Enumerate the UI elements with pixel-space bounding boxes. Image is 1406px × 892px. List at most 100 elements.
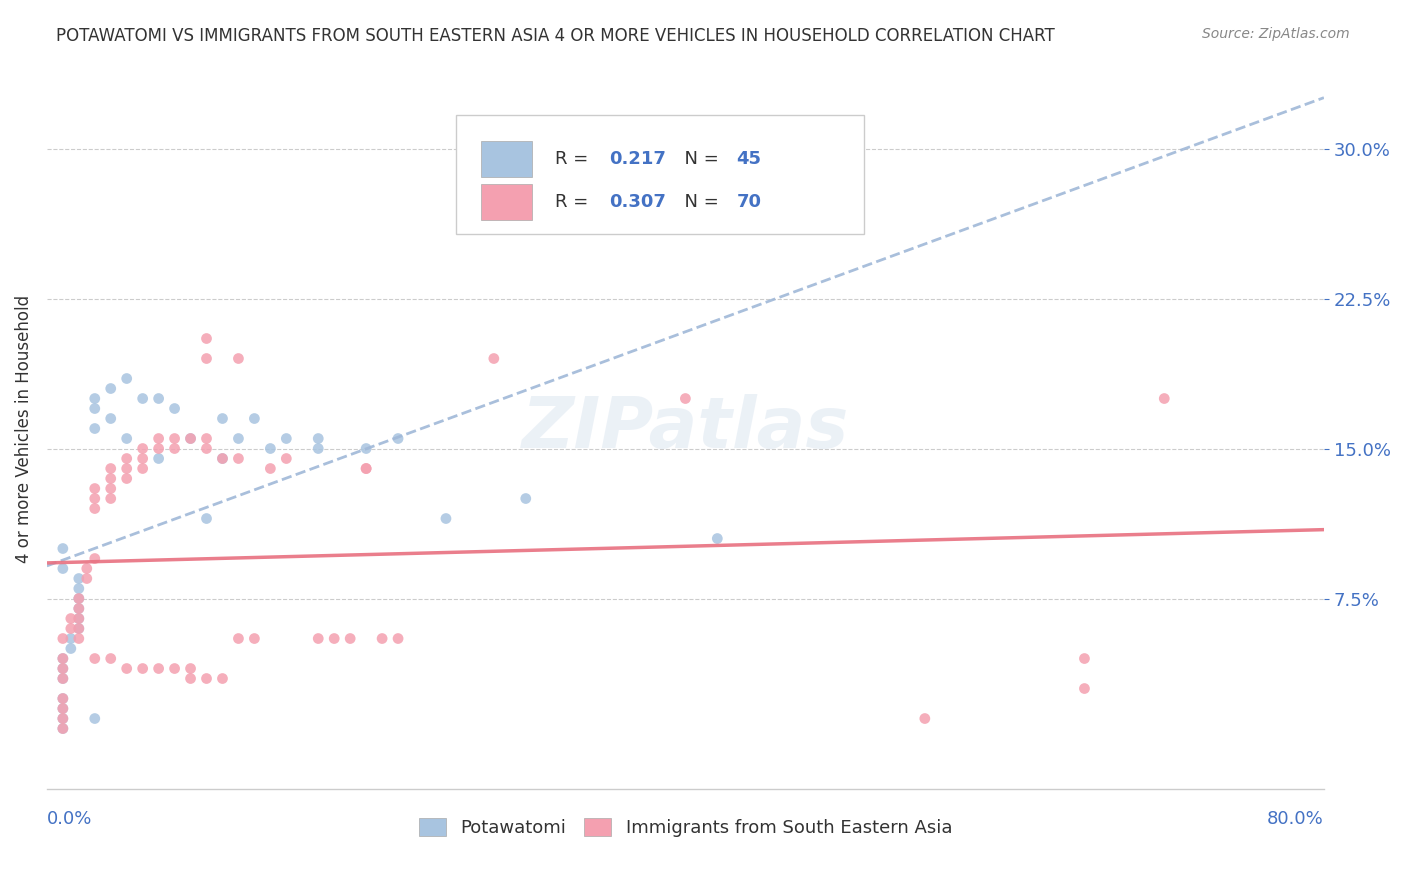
Point — [1073, 681, 1095, 696]
Text: Source: ZipAtlas.com: Source: ZipAtlas.com — [1202, 27, 1350, 41]
Point — [354, 461, 377, 475]
Point — [83, 501, 105, 516]
Point — [228, 632, 250, 646]
Point — [115, 471, 138, 485]
Point — [163, 661, 186, 675]
Point — [67, 591, 90, 606]
Text: R =: R = — [555, 193, 595, 211]
Point — [100, 461, 122, 475]
Text: 0.307: 0.307 — [609, 193, 665, 211]
Point — [195, 672, 218, 686]
Point — [131, 392, 153, 406]
Point — [52, 672, 75, 686]
Point — [100, 651, 122, 665]
Point — [276, 432, 298, 446]
Point — [387, 632, 409, 646]
Point — [515, 491, 537, 506]
Point — [276, 451, 298, 466]
Point — [148, 451, 170, 466]
Point — [115, 371, 138, 385]
Text: POTAWATOMI VS IMMIGRANTS FROM SOUTH EASTERN ASIA 4 OR MORE VEHICLES IN HOUSEHOLD: POTAWATOMI VS IMMIGRANTS FROM SOUTH EAST… — [56, 27, 1054, 45]
Point — [354, 461, 377, 475]
Point — [52, 701, 75, 715]
Point — [52, 661, 75, 675]
Point — [67, 582, 90, 596]
Point — [52, 712, 75, 726]
Point — [52, 632, 75, 646]
Point — [83, 491, 105, 506]
Text: N =: N = — [672, 193, 724, 211]
Point — [307, 432, 329, 446]
Point — [83, 482, 105, 496]
Point — [243, 411, 266, 425]
Point — [100, 482, 122, 496]
Point — [387, 432, 409, 446]
Point — [115, 451, 138, 466]
Point — [307, 632, 329, 646]
Point — [371, 632, 394, 646]
Point — [211, 672, 233, 686]
Point — [180, 432, 202, 446]
Point — [434, 511, 457, 525]
Point — [131, 461, 153, 475]
Legend: Potawatomi, Immigrants from South Eastern Asia: Potawatomi, Immigrants from South Easter… — [412, 811, 959, 845]
Point — [131, 661, 153, 675]
Point — [100, 411, 122, 425]
Point — [195, 332, 218, 346]
Point — [1153, 392, 1175, 406]
Point — [243, 632, 266, 646]
Text: R =: R = — [555, 150, 595, 168]
Point — [52, 541, 75, 556]
Point — [67, 611, 90, 625]
Point — [52, 672, 75, 686]
Point — [354, 442, 377, 456]
Point — [148, 442, 170, 456]
Point — [52, 722, 75, 736]
Point — [52, 651, 75, 665]
Text: 0.0%: 0.0% — [46, 810, 93, 828]
Point — [148, 392, 170, 406]
Point — [67, 601, 90, 615]
Point — [1073, 651, 1095, 665]
Point — [180, 432, 202, 446]
Point — [67, 632, 90, 646]
Point — [195, 432, 218, 446]
Point — [76, 572, 98, 586]
Point — [323, 632, 346, 646]
Point — [67, 572, 90, 586]
Point — [307, 442, 329, 456]
Point — [115, 461, 138, 475]
Point — [706, 532, 728, 546]
Point — [195, 442, 218, 456]
Point — [67, 601, 90, 615]
Point — [67, 591, 90, 606]
Point — [259, 442, 281, 456]
Point — [52, 661, 75, 675]
Point — [339, 632, 361, 646]
Point — [228, 451, 250, 466]
Point — [52, 691, 75, 706]
Point — [83, 401, 105, 416]
Point — [914, 712, 936, 726]
Point — [211, 411, 233, 425]
Point — [52, 691, 75, 706]
Point — [148, 432, 170, 446]
Point — [131, 451, 153, 466]
Point — [100, 382, 122, 396]
Point — [52, 561, 75, 575]
Point — [228, 351, 250, 366]
Point — [67, 622, 90, 636]
Point — [482, 211, 505, 226]
Text: 45: 45 — [737, 150, 762, 168]
Point — [52, 712, 75, 726]
Text: 80.0%: 80.0% — [1267, 810, 1324, 828]
Point — [673, 392, 696, 406]
Text: 0.217: 0.217 — [609, 150, 665, 168]
Point — [59, 611, 82, 625]
Point — [163, 442, 186, 456]
Point — [59, 641, 82, 656]
FancyBboxPatch shape — [481, 184, 531, 219]
Point — [482, 351, 505, 366]
Point — [59, 632, 82, 646]
Point — [211, 451, 233, 466]
